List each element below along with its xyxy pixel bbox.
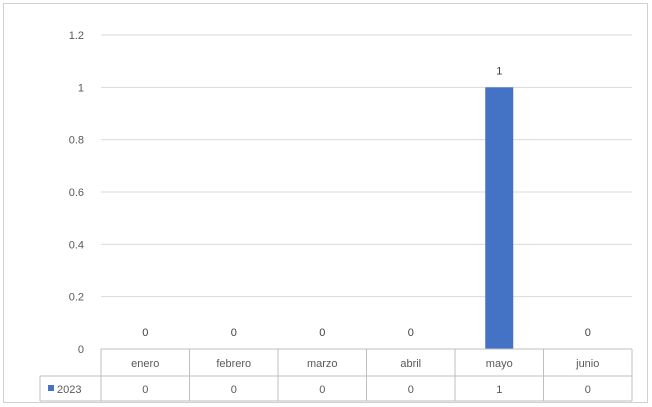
category-label: marzo bbox=[307, 358, 338, 370]
y-axis-ticks: 0 0.2 0.4 0.6 0.8 1 1.2 bbox=[69, 30, 84, 356]
category-label: febrero bbox=[216, 358, 251, 370]
y-tick-label: 0.6 bbox=[69, 187, 84, 199]
data-label: 0 bbox=[408, 327, 414, 339]
gridlines bbox=[101, 34, 632, 298]
data-label: 0 bbox=[319, 327, 325, 339]
data-labels: 0 0 0 0 1 0 bbox=[142, 65, 591, 339]
table-value: 0 bbox=[319, 384, 325, 396]
bar-chart: 0 0.2 0.4 0.6 0.8 1 1.2 0 0 0 0 1 0 enero 0 febrero 0 m… bbox=[39, 30, 633, 402]
bar bbox=[485, 87, 514, 349]
y-tick-label: 0.8 bbox=[69, 135, 84, 147]
category-label: junio bbox=[575, 358, 599, 370]
y-tick-label: 0.4 bbox=[69, 239, 84, 251]
bars bbox=[485, 87, 514, 349]
legend-swatch bbox=[48, 385, 54, 391]
y-tick-label: 0 bbox=[78, 344, 84, 356]
category-label: enero bbox=[131, 358, 159, 370]
table-value: 0 bbox=[585, 384, 591, 396]
table-value: 0 bbox=[408, 384, 414, 396]
table-value: 0 bbox=[231, 384, 237, 396]
chart-frame: 0 0.2 0.4 0.6 0.8 1 1.2 0 0 0 0 1 0 enero 0 febrero 0 m… bbox=[3, 3, 648, 403]
data-label: 1 bbox=[496, 65, 502, 77]
data-label: 0 bbox=[231, 327, 237, 339]
y-tick-label: 1 bbox=[78, 82, 84, 94]
table-value: 1 bbox=[496, 384, 502, 396]
table-value: 0 bbox=[142, 384, 148, 396]
data-label: 0 bbox=[585, 327, 591, 339]
category-label: mayo bbox=[486, 358, 513, 370]
legend-label: 2023 bbox=[57, 384, 81, 396]
category-label: abril bbox=[400, 358, 421, 370]
y-tick-label: 0.2 bbox=[69, 292, 84, 304]
data-label: 0 bbox=[142, 327, 148, 339]
data-table: enero 0 febrero 0 marzo 0 abril 0 mayo 1 junio 0 202… bbox=[39, 348, 633, 402]
y-tick-label: 1.2 bbox=[69, 30, 84, 42]
